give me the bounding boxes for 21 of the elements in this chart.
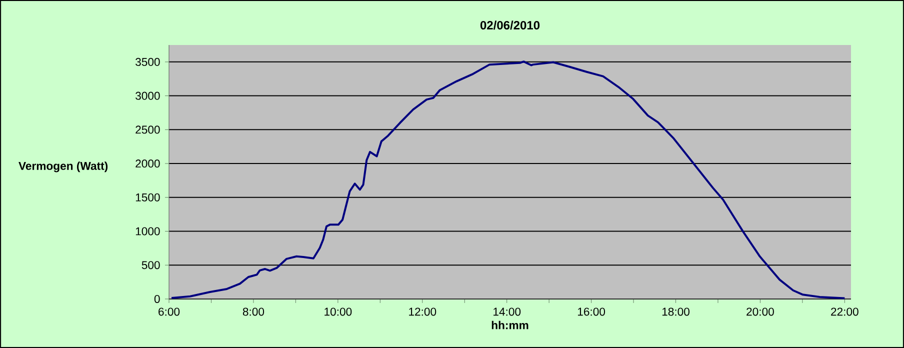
x-tick-label: 14:00 [494,308,521,316]
x-tick-label: 12:00 [409,308,436,316]
x-tick-label: 8:00 [242,308,264,316]
y-axis-title: Vermogen (Watt) [18,162,108,172]
y-tick-label: 3500 [136,58,160,66]
x-axis-title: hh:mm [492,320,528,330]
y-tick-label: 1000 [136,227,160,236]
chart-title: 02/06/2010 [480,20,540,30]
y-tick-label: 2500 [136,126,160,134]
x-tick-label: 10:00 [324,308,352,316]
x-tick-label: 6:00 [158,308,180,316]
x-tick-label: 16:00 [578,308,606,316]
y-tick-label: 500 [142,261,160,270]
x-tick-label: 20:00 [746,308,774,316]
y-tick-label: 2000 [136,160,160,168]
y-tick-label: 1500 [136,193,160,202]
line-series [170,60,846,300]
x-tick-label: 18:00 [662,308,690,316]
x-tick-label: 22:00 [831,308,858,316]
y-tick-label: 3000 [136,92,160,100]
y-tick-label: 0 [154,294,160,303]
